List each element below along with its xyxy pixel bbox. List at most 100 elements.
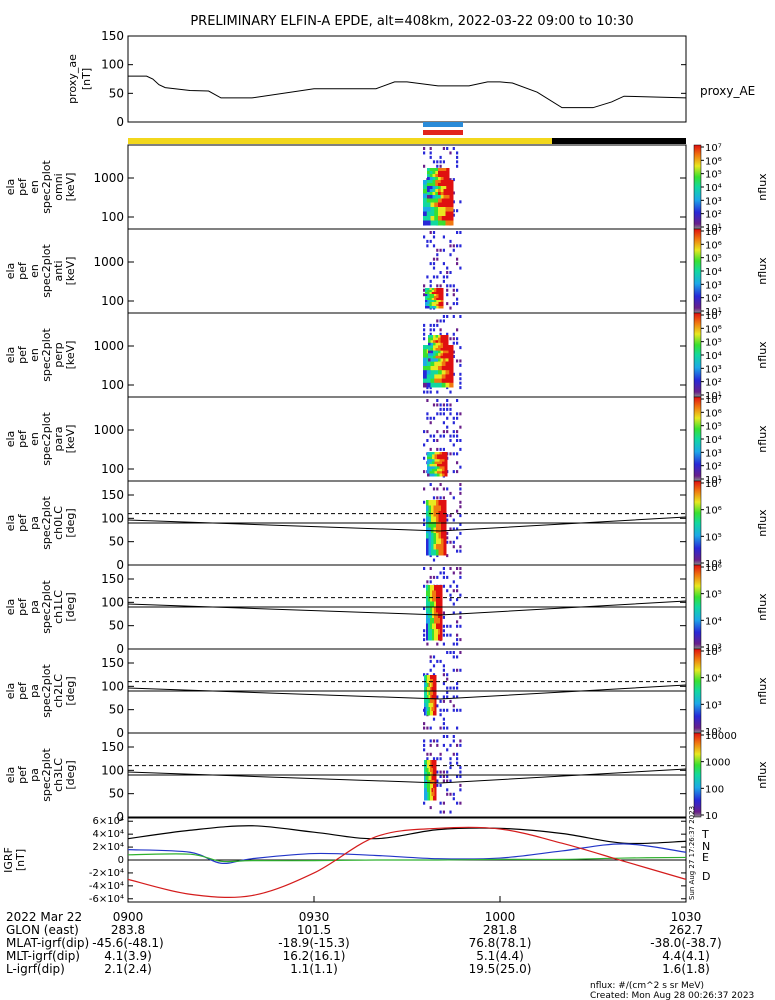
ylabel-omni-3: spec2plot <box>40 160 53 214</box>
igrf-line-d <box>127 826 687 899</box>
ylabel-ch2LC-5: [deg] <box>64 676 77 705</box>
colorbar-omni <box>693 144 702 230</box>
ephem-l-0930: 1.1(1.1) <box>290 962 338 976</box>
ylabel-ch1LC-4: ch1LC <box>52 590 65 624</box>
ytick-label-ch3LC: 0 <box>116 810 124 824</box>
ytick-label-ch0LC: 150 <box>101 488 124 502</box>
ytick-label-anti: 1000 <box>93 255 124 269</box>
colorbar-label-para: nflux <box>756 425 769 453</box>
ylabel-ch0LC-2: pa <box>28 516 41 530</box>
ylabel-para-5: [keV] <box>64 425 77 454</box>
spectrogram-cells-ch3LC <box>423 735 462 814</box>
colorbar-ch1LC <box>693 564 702 650</box>
spectrogram-cells-para <box>423 399 462 478</box>
ytick-label-ch3LC: 50 <box>109 787 124 801</box>
proxy-ae-ytick-label: 50 <box>109 86 124 100</box>
igrf-ytick-label: -4×10⁴ <box>89 881 124 892</box>
colorbar-label-anti: nflux <box>756 257 769 285</box>
colorbar-tick-anti: 10⁵ <box>705 254 722 265</box>
footer-created: Created: Mon Aug 28 00:26:37 2023 <box>590 991 754 1000</box>
spectrogram-cells-perp <box>423 315 462 394</box>
igrf-ylabel-2: [nT] <box>14 849 27 871</box>
colorbar-label-ch2LC: nflux <box>756 677 769 705</box>
ytick-label-omni: 100 <box>101 210 124 224</box>
loss-cone-line <box>127 516 687 532</box>
ephem-mlt-1000: 5.1(4.4) <box>476 949 524 963</box>
ephem-label-mlt: MLT-igrf(dip) <box>6 949 80 963</box>
colorbar-tick-ch1LC: 10⁵ <box>705 590 722 601</box>
ephem-mlt-0930: 16.2(16.1) <box>283 949 346 963</box>
ylabel-ch1LC-2: pa <box>28 600 41 614</box>
ylabel-ch0LC-4: ch0LC <box>52 506 65 540</box>
igrf-legend-t: T <box>701 828 709 841</box>
colorbar-perp <box>693 312 702 398</box>
colorbar-tick-omni: 10² <box>705 210 722 221</box>
colorbar-para <box>693 396 702 482</box>
ephem-time-1030: 1030 <box>671 910 702 924</box>
spectrogram-cells-ch0LC <box>423 483 462 562</box>
proxy-ae-line <box>128 75 687 109</box>
ephem-mlat-0900: -45.6(-48.1) <box>92 936 163 950</box>
colorbar-tick-para: 10⁴ <box>705 435 722 446</box>
orbit-sunlit-bar <box>128 138 552 144</box>
igrf-legend-d: D <box>702 870 710 883</box>
ylabel-ch1LC-1: pef <box>16 597 29 616</box>
ylabel-anti-5: [keV] <box>64 257 77 286</box>
colorbar-tick-ch0LC: 10⁴ <box>705 559 722 570</box>
colorbar-tick-perp: 10² <box>705 378 722 389</box>
ephem-label-l: L-igrf(dip) <box>6 962 65 976</box>
loss-cone-line <box>127 600 687 616</box>
ephem-mlat-1030: -38.0(-38.7) <box>650 936 721 950</box>
igrf-ytick-label: -2×10⁴ <box>89 868 124 879</box>
colorbar-tick-anti: 10³ <box>705 280 722 291</box>
igrf-ytick-label: 4×10⁴ <box>93 829 124 840</box>
colorbar-tick-ch3LC: 10 <box>705 811 718 822</box>
science-zone-blue-bar <box>423 122 463 127</box>
colorbar-tick-perp: 10⁶ <box>705 324 722 335</box>
footer-units: nflux: #/(cm^2 s sr MeV) <box>590 981 704 991</box>
ytick-label-ch2LC: 100 <box>101 679 124 693</box>
igrf-ytick-label: 0 <box>118 855 124 866</box>
ylabel-omni-5: [keV] <box>64 173 77 202</box>
colorbar-tick-perp: 10⁴ <box>705 351 722 362</box>
ylabel-ch3LC-1: pef <box>16 765 29 784</box>
ylabel-ch0LC-1: pef <box>16 513 29 532</box>
colorbar-label-ch3LC: nflux <box>756 761 769 789</box>
colorbar-label-omni: nflux <box>756 173 769 201</box>
ylabel-para-4: para <box>52 427 65 452</box>
colorbar-tick-perp: 10¹ <box>705 391 722 402</box>
ylabel-perp-3: spec2plot <box>40 328 53 382</box>
colorbar-tick-para: 10¹ <box>705 475 722 486</box>
loss-cone-line <box>127 768 687 784</box>
ylabel-ch0LC-5: [deg] <box>64 508 77 537</box>
figure-title: PRELIMINARY ELFIN-A EPDE, alt=408km, 202… <box>190 14 633 29</box>
spectrogram-panel-perp: 100 1000 ela pef en spec2plot perp [keV] 10¹ 10² 1… <box>4 311 769 402</box>
colorbar-tick-ch2LC: 10⁴ <box>705 674 722 685</box>
colorbar-tick-ch2LC: 10⁵ <box>705 647 722 658</box>
colorbar-ch0LC <box>693 480 702 566</box>
ylabel-ch0LC-0: ela <box>4 515 17 532</box>
colorbar-tick-anti: 10⁷ <box>705 227 722 238</box>
colorbar-tick-anti: 10⁴ <box>705 267 722 278</box>
ylabel-ch1LC-5: [deg] <box>64 592 77 621</box>
colorbar-tick-para: 10⁶ <box>705 408 722 419</box>
ylabel-anti-4: anti <box>52 260 65 281</box>
ytick-label-ch2LC: 150 <box>101 656 124 670</box>
ylabel-ch3LC-2: pa <box>28 768 41 782</box>
colorbar-tick-omni: 10⁶ <box>705 156 722 167</box>
ylabel-ch3LC-0: ela <box>4 767 17 784</box>
colorbar-tick-anti: 10⁶ <box>705 240 722 251</box>
ytick-label-para: 100 <box>101 462 124 476</box>
ytick-label-ch1LC: 50 <box>109 619 124 633</box>
colorbar-tick-para: 10⁵ <box>705 422 722 433</box>
loss-cone-line <box>127 684 687 700</box>
ylabel-anti-2: en <box>28 264 41 278</box>
igrf-line-t <box>127 825 687 845</box>
spectrogram-panel-ch3LC: 0 50 100 150 ela pef pa spec2plot ch3LC [deg] 10 10… <box>4 731 769 824</box>
colorbar-label-perp: nflux <box>756 341 769 369</box>
ylabel-para-0: ela <box>4 431 17 448</box>
ephem-label-mlat: MLAT-igrf(dip) <box>6 936 89 950</box>
colorbar-label-ch1LC: nflux <box>756 593 769 621</box>
ylabel-ch2LC-4: ch2LC <box>52 674 65 708</box>
